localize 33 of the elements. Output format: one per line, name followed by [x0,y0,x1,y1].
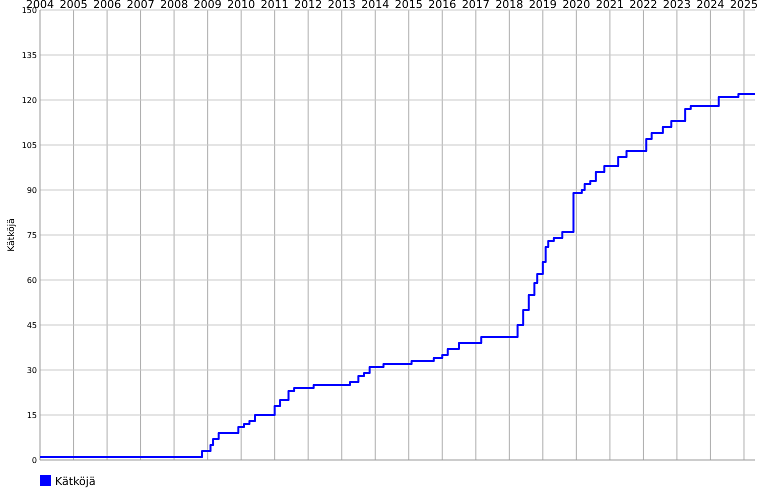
y-tick-label: 60 [26,276,37,285]
x-tick-label: 2022 [629,0,658,11]
x-tick-label: 2023 [662,0,691,11]
x-tick-label: 2012 [294,0,322,11]
y-tick-label: 90 [26,186,37,195]
x-tick-label: 2007 [126,0,155,11]
y-tick-label: 0 [32,456,37,465]
y-axis-title: Kätköjä [7,218,17,252]
x-tick-label: 2009 [194,0,222,11]
y-tick-label: 105 [22,140,37,150]
legend-label: Kätköjä [55,475,96,488]
x-tick-label: 2006 [93,0,122,11]
y-tick-label: 120 [22,96,37,105]
y-tick-label: 135 [22,50,37,60]
x-tick-label: 2024 [696,0,724,11]
x-tick-label: 2020 [562,0,590,11]
x-tick-label: 2013 [328,0,356,11]
x-tick-label: 2010 [227,0,256,11]
x-tick-label: 2017 [462,0,490,11]
x-tick-label: 2008 [160,0,188,11]
y-tick-label: 30 [26,366,37,375]
x-tick-label: 2014 [361,0,390,11]
y-tick-label: 45 [26,320,37,330]
x-tick-label: 2021 [596,0,624,11]
x-tick-label: 2015 [394,0,423,11]
x-tick-label: 2016 [428,0,456,11]
x-tick-label: 2025 [730,0,758,11]
x-tick-label: 2019 [528,0,557,11]
x-tick-label: 2011 [260,0,289,11]
y-tick-label: 15 [26,410,37,420]
x-tick-label: 2018 [495,0,524,11]
y-tick-label: 75 [26,230,37,240]
x-tick-label: 2005 [60,0,88,11]
